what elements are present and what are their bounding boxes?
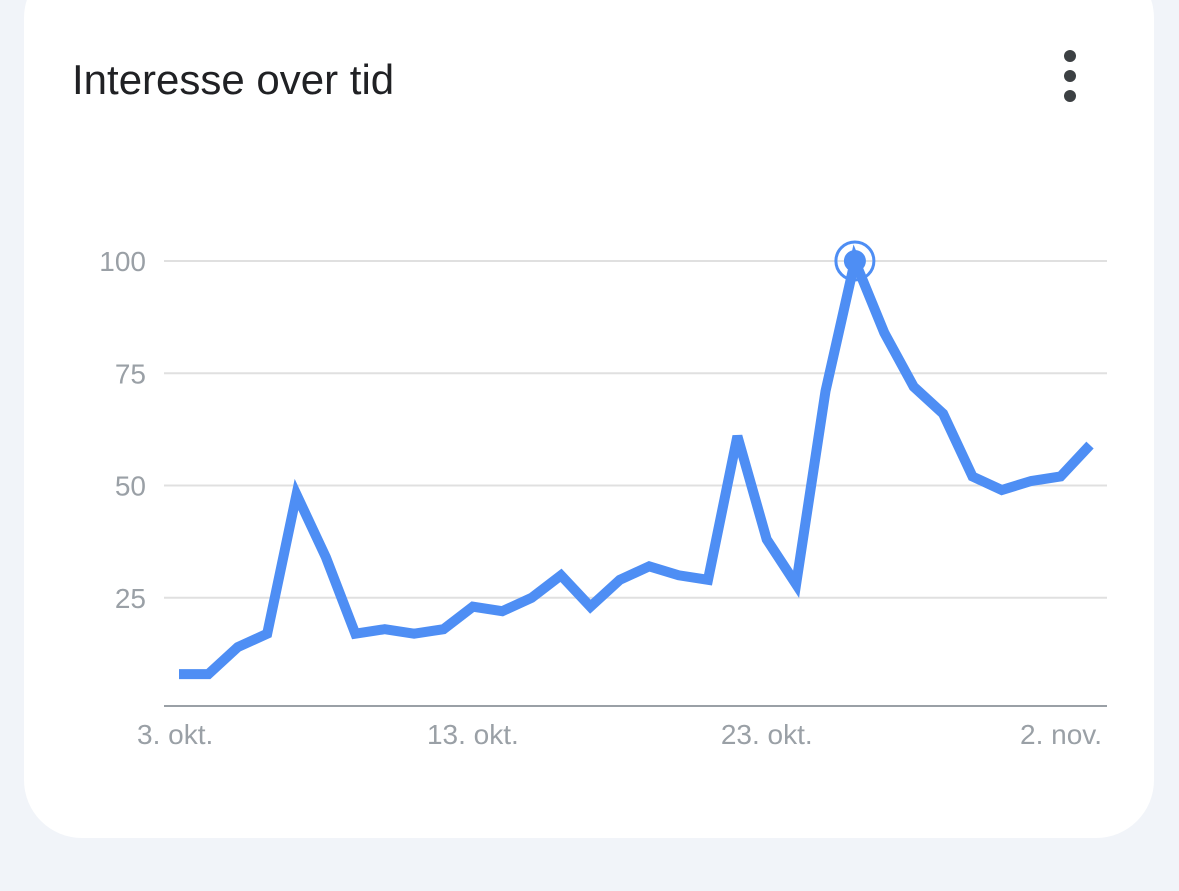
x-tick-label: 13. okt. <box>427 719 519 750</box>
y-tick-label: 25 <box>115 583 146 614</box>
x-tick-label: 3. okt. <box>137 719 213 750</box>
peak-marker <box>834 240 876 282</box>
peak-marker-dot <box>843 250 866 272</box>
y-tick-label: 50 <box>115 471 146 502</box>
interest-over-time-card: Interesse over tid <box>24 0 1154 838</box>
grid-lines <box>164 260 1107 599</box>
y-tick-labels: 25 50 75 100 <box>99 246 146 614</box>
series-line <box>179 244 1094 680</box>
menu-dot <box>1064 50 1076 62</box>
menu-dot <box>1064 70 1076 82</box>
more-vertical-icon[interactable] <box>1050 50 1090 114</box>
x-tick-label: 23. okt. <box>721 719 813 750</box>
card-title: Interesse over tid <box>72 56 395 103</box>
peak-marker-ring <box>834 240 876 282</box>
x-tick-label: 2. nov. <box>1020 719 1102 750</box>
y-tick-label: 75 <box>115 358 146 389</box>
menu-dot <box>1064 90 1076 102</box>
x-tick-labels: 3. okt. 13. okt. 23. okt. 2. nov. <box>137 719 1102 750</box>
y-tick-label: 100 <box>99 246 146 277</box>
